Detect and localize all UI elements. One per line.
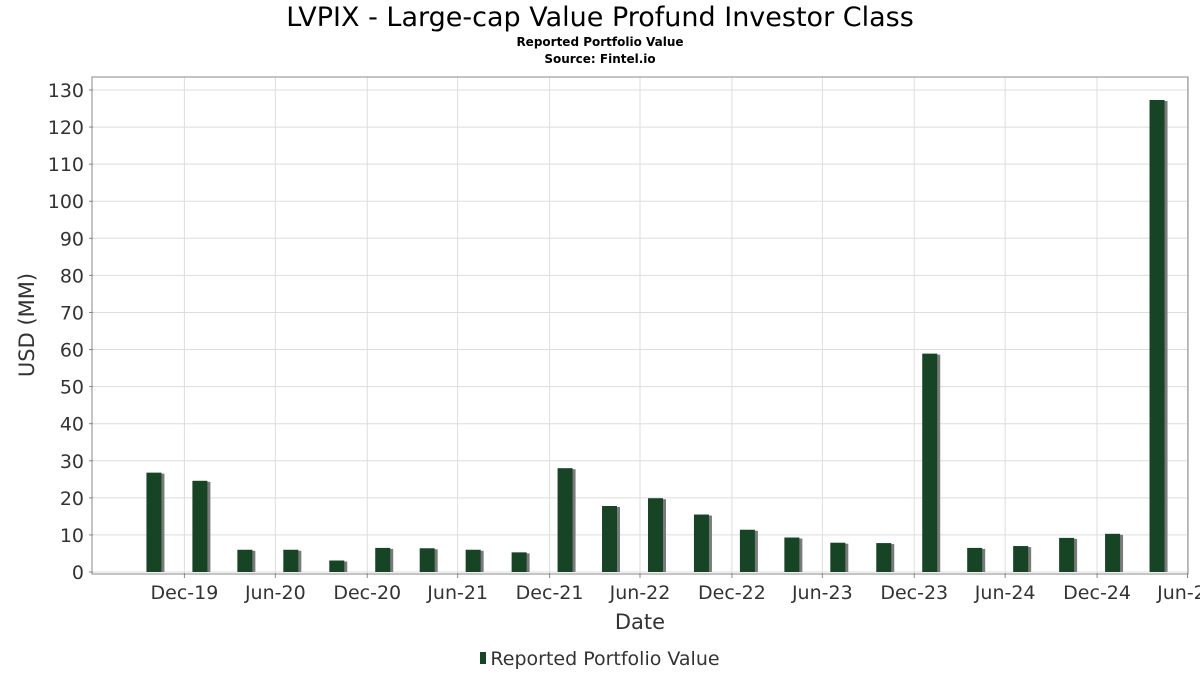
bar — [784, 537, 800, 572]
x-tick-label: Jun-20 — [244, 582, 306, 604]
bar — [419, 548, 435, 572]
y-tick-label: 20 — [60, 488, 84, 510]
x-tick-label: Jun-23 — [791, 582, 853, 604]
x-tick-label: Dec-19 — [151, 582, 219, 604]
y-tick-label: 90 — [60, 228, 84, 250]
x-tick-label: Jun-24 — [974, 582, 1036, 604]
bar — [602, 506, 618, 572]
legend-label: Reported Portfolio Value — [490, 648, 720, 670]
bar — [283, 549, 299, 572]
bar — [329, 560, 345, 572]
grid — [93, 77, 1189, 573]
x-tick-label: Dec-23 — [880, 582, 948, 604]
axes: 0 10 20 30 40 50 60 70 80 90 100 110 120 130 Dec-19 Jun… — [48, 80, 1200, 604]
bar — [647, 498, 663, 572]
bar — [465, 549, 481, 572]
y-tick-label: 120 — [48, 117, 84, 139]
bar — [830, 542, 846, 572]
y-tick-label: 40 — [60, 414, 84, 436]
bar — [1013, 546, 1029, 572]
legend: Reported Portfolio Value — [0, 648, 1200, 670]
bar — [739, 529, 755, 572]
y-axis-label: USD (MM) — [15, 273, 39, 377]
bar — [1105, 533, 1121, 572]
bar — [146, 472, 162, 572]
bar — [693, 514, 709, 572]
bar — [557, 468, 573, 572]
y-tick-label: 80 — [60, 265, 84, 287]
bar — [237, 549, 253, 572]
chart-source: Source: Fintel.io — [544, 52, 656, 66]
y-tick-label: 100 — [48, 191, 84, 213]
bar — [1149, 100, 1165, 572]
bar — [192, 480, 208, 572]
y-tick-label: 0 — [72, 562, 84, 584]
y-tick-label: 50 — [60, 377, 84, 399]
bar — [967, 547, 983, 572]
x-tick-label: Jun-25 — [1156, 582, 1200, 604]
bar — [511, 552, 527, 572]
bar — [1059, 537, 1075, 572]
x-tick-label: Dec-21 — [516, 582, 584, 604]
bar — [922, 353, 938, 572]
y-tick-label: 30 — [60, 451, 84, 473]
chart-title: LVPIX - Large-cap Value Profund Investor… — [286, 2, 914, 33]
bar — [375, 547, 391, 572]
legend-swatch — [480, 652, 487, 664]
y-tick-label: 130 — [48, 80, 84, 102]
y-tick-label: 60 — [60, 340, 84, 362]
chart-subtitle: Reported Portfolio Value — [516, 35, 684, 49]
y-tick-label: 10 — [60, 525, 84, 547]
x-tick-label: Dec-20 — [333, 582, 401, 604]
x-tick-label: Jun-21 — [426, 582, 488, 604]
x-tick-label: Dec-22 — [698, 582, 766, 604]
x-axis-label: Date — [615, 610, 665, 634]
bars — [146, 100, 1168, 572]
y-tick-label: 110 — [48, 154, 84, 176]
x-tick-label: Dec-24 — [1063, 582, 1131, 604]
bar — [876, 543, 892, 572]
x-tick-label: Jun-22 — [609, 582, 671, 604]
y-tick-label: 70 — [60, 302, 84, 324]
